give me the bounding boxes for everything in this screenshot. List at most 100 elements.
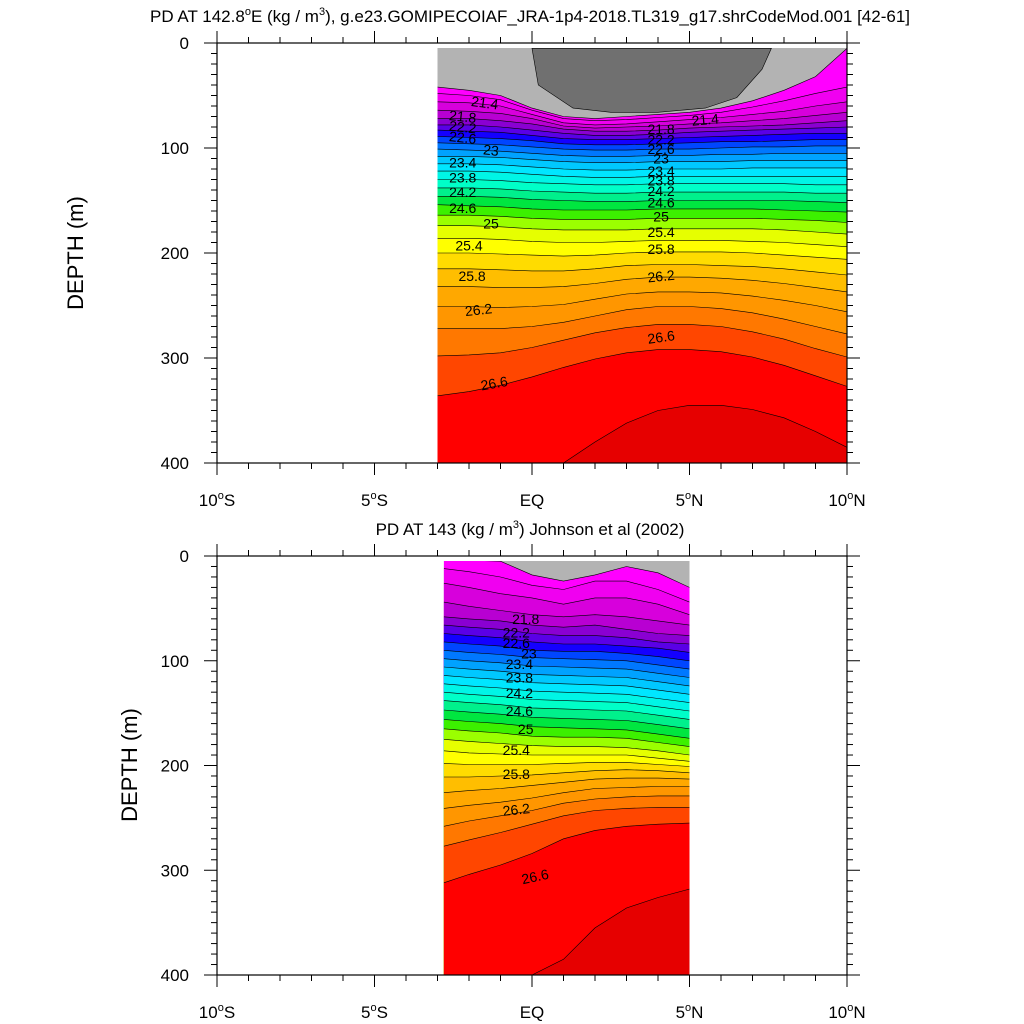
contour-line-24.4 [443,709,690,730]
y-tick-label: 300 [161,861,189,880]
contour-line-22.6 [437,129,847,140]
contour-line-23.6 [443,675,690,695]
fill-region-surface-light [531,48,772,113]
contour-line-24.2 [443,700,690,720]
contour-label: 24.2 [647,183,674,199]
contour-line-25 [437,225,847,235]
contour-label: 24.2 [506,685,533,701]
contour-line-21.8 [443,582,690,615]
contour-line-22.4 [437,124,847,136]
contour-line-26.6 [443,822,690,884]
contour-label: 21.8 [448,107,477,126]
contour-line-21.8 [437,101,847,126]
contour-label: 23.8 [449,169,476,185]
contour-line-23.6 [437,163,847,171]
contour-line-24.2 [437,187,847,194]
contour-line-26.2 [443,795,690,827]
contour-line-22.8 [443,641,690,662]
contour-label: 25.4 [647,224,674,240]
fill-region-26.8 [437,405,847,463]
contour-label: 22.6 [448,128,477,147]
x-tick-label: 10oN [828,490,865,510]
y-tick-label: 200 [161,757,189,776]
contour-line-23.8 [437,170,847,178]
contour-line-26.8 [437,405,847,463]
x-tick-label: 5oS [361,1002,388,1022]
contour-label: 23.4 [506,656,533,672]
contour-label: 25 [483,216,499,232]
contour-line-26 [437,291,847,313]
x-tick-label: EQ [520,1003,545,1022]
contour-line-21.4 [484,561,690,588]
contour-label: 23.8 [506,670,533,686]
contour-label: 22.2 [503,625,530,641]
contour-line-25.4 [443,762,690,767]
contour-label: 21.4 [691,110,720,128]
contour-fills [443,561,690,975]
contour-label: 22.6 [503,635,530,651]
contour-label: 24.6 [449,200,476,216]
contour-line-21.4 [437,48,847,119]
contour-line-23.8 [443,683,690,703]
contour-label: 26.6 [520,866,550,887]
contour-line-23 [437,142,847,151]
contour-line-25.6 [437,264,847,276]
contour-label: 26.6 [646,327,675,347]
contour-line-22.6 [443,633,690,653]
contour-line-26.8 [443,888,690,975]
contour-label: 25 [518,721,534,737]
contour-label: 25.8 [503,766,530,782]
contour-line-22.2 [443,616,690,636]
contour-label: 21.4 [470,93,499,113]
contour-label: 22.2 [448,118,477,137]
x-tick-label: 5oN [676,1002,704,1022]
contour-fills [437,48,847,463]
contour-line-25.2 [437,238,847,247]
contour-line-24.8 [437,214,847,223]
contour-line-26.4 [437,324,847,358]
contour-line-23.4 [437,156,847,163]
contour-label: 21.8 [512,611,539,627]
contour-label: 21.8 [647,121,674,137]
y-tick-label: 100 [161,652,189,671]
contour-label: 26.2 [464,300,493,319]
x-tick-label: EQ [520,491,545,510]
x-tick-label: 10oS [199,490,235,510]
contour-line-26.6 [437,349,847,397]
contour-line-24 [437,179,847,186]
y-axis-label: DEPTH (m) [63,196,88,310]
contour-label: 23.4 [449,155,476,171]
contour-label: 23 [521,645,537,661]
x-tick-label: 10oN [828,1002,865,1022]
contour-line-25.8 [443,777,690,793]
contour-label: 26.2 [502,800,531,819]
contour-line-22.4 [443,624,690,645]
contour-label: 23 [653,151,669,167]
contour-label: 24.6 [647,195,674,211]
contour-label: 23.4 [647,163,674,179]
y-tick-label: 400 [161,966,189,985]
contour-line-24.6 [437,204,847,213]
title-part: PD AT 142.8 [150,7,245,26]
title-part: ) Johnson et al (2002) [519,520,684,539]
contour-line-26.2 [437,306,847,335]
contour-line-22.2 [437,118,847,132]
title-part: o [245,6,251,18]
y-tick-label: 0 [180,34,189,53]
contour-line-24.4 [437,196,847,203]
fill-region-26.8 [443,889,690,975]
contour-label: 22.2 [647,132,674,148]
title-part: E (kg / m [251,7,319,26]
contour-label: 25.8 [647,241,674,257]
contour-line-24 [443,691,690,712]
contour-line-22 [443,601,690,626]
title-part: 3 [319,6,325,18]
contour-line-25.4 [437,251,847,260]
contour-line-23.2 [443,658,690,678]
contour-line-26 [443,786,690,809]
contour-line-23.2 [437,148,847,157]
contour-line-23 [443,650,690,670]
contour-label: 23.8 [647,173,674,189]
y-axis-label: DEPTH (m) [117,708,142,822]
